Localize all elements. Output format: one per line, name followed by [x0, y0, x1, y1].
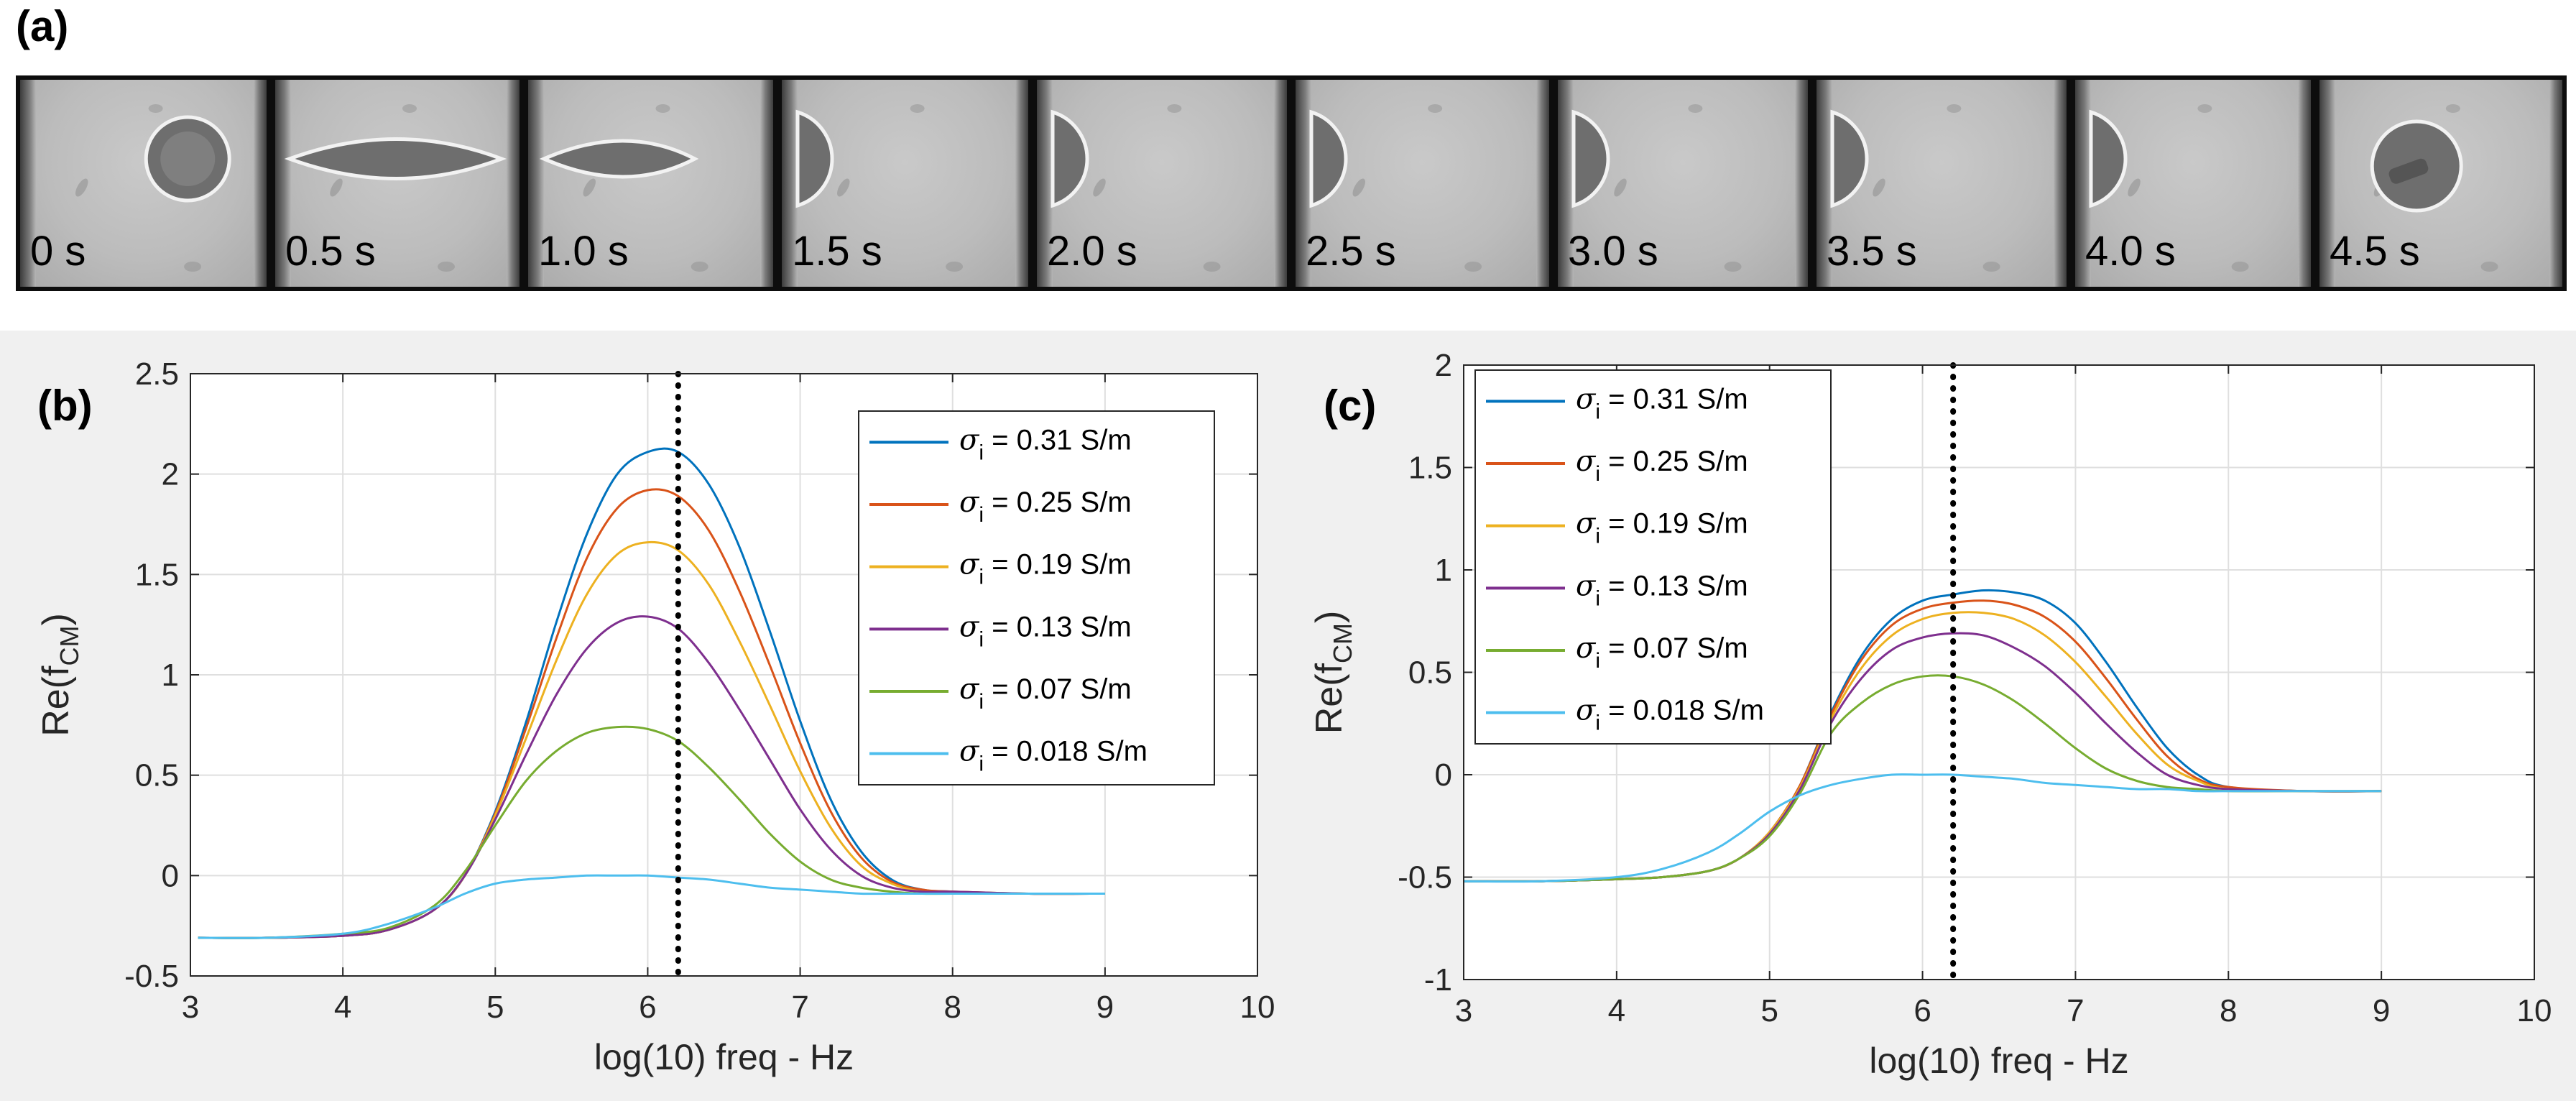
legend-entry: σi = 0.19 S/m — [959, 548, 1132, 589]
panel-label: (b) — [37, 382, 93, 430]
time-frame: 4.5 s — [2319, 80, 2562, 287]
cell-image — [795, 104, 964, 272]
y-axis-label: Re(fCM) — [1308, 611, 1357, 734]
y-tick-label: -0.5 — [124, 959, 179, 994]
x-tick-label: 9 — [2373, 993, 2390, 1028]
series-line — [1463, 674, 2382, 883]
y-tick-label: 0 — [162, 858, 179, 893]
x-tick-label: 8 — [2220, 993, 2237, 1028]
time-frame: 2.5 s — [1296, 80, 1549, 287]
chart-c: (c) 3 4 5 6 7 8 9 10 -1 -0.5 0 0.5 1 1.5 2 log(10) freq … — [1308, 348, 2552, 1081]
legend: σi = 0.31 S/m σi = 0.25 S/m σi = 0.19 S/m σ… — [858, 410, 1215, 786]
y-tick-label: 2 — [162, 457, 179, 492]
cell-image — [75, 104, 231, 272]
y-axis-label: Re(fCM) — [35, 613, 84, 737]
legend: σi = 0.31 S/m σi = 0.25 S/m σi = 0.19 S/m σ… — [1474, 369, 1832, 745]
legend-entry: σi = 0.13 S/m — [1576, 569, 1748, 610]
y-tick-label: 0.5 — [135, 758, 179, 793]
legend-entry: σi = 0.018 S/m — [959, 735, 1148, 776]
y-tick-label: 1.5 — [1408, 451, 1452, 486]
frame-time-label: 4.5 s — [2330, 228, 2420, 275]
x-tick-label: 4 — [334, 990, 351, 1025]
cell-image — [1309, 104, 1482, 272]
x-tick-label: 8 — [943, 990, 961, 1025]
time-lapse-strip: 0 s 0.5 s 1.0 s 1.5 s 2.0 s 2.5 s 3.0 s 3.5 s 4.… — [16, 75, 2567, 291]
y-tick-label: 2.5 — [135, 356, 179, 392]
y-tick-label: 1 — [162, 658, 179, 693]
x-tick-label: 6 — [1913, 993, 1931, 1028]
cell-image — [2370, 104, 2498, 272]
legend-box — [1474, 369, 1832, 745]
x-tick-label: 5 — [486, 990, 504, 1025]
time-frame: 3.5 s — [1816, 80, 2067, 287]
y-tick-label: 1 — [1435, 553, 1452, 588]
frame-time-label: 3.0 s — [1568, 228, 1658, 275]
legend-entry: σi = 0.31 S/m — [959, 423, 1132, 464]
y-tick-label: -1 — [1424, 962, 1452, 998]
cell-image — [539, 104, 708, 272]
x-tick-label: 3 — [182, 990, 199, 1025]
time-frame: 0 s — [20, 80, 267, 287]
x-tick-label: 10 — [1240, 990, 1275, 1025]
legend-entry: σi = 0.07 S/m — [1576, 632, 1748, 673]
x-axis-label: log(10) freq - Hz — [594, 1037, 854, 1077]
series-line — [1463, 773, 2382, 883]
x-tick-label: 4 — [1608, 993, 1625, 1028]
legend-entry: σi = 0.19 S/m — [1576, 507, 1748, 548]
frame-time-label: 2.0 s — [1047, 228, 1137, 275]
frame-time-label: 1.5 s — [792, 228, 882, 275]
frame-time-label: 1.0 s — [538, 228, 629, 275]
y-tick-label: 0 — [1435, 757, 1452, 793]
legend-entry: σi = 0.25 S/m — [959, 486, 1132, 527]
legend-entry: σi = 0.018 S/m — [1576, 694, 1764, 735]
y-tick-label: 0.5 — [1408, 655, 1452, 691]
y-tick-label: -0.5 — [1398, 860, 1452, 895]
cell-image — [1571, 104, 1742, 272]
legend-entry: σi = 0.13 S/m — [959, 610, 1132, 651]
x-tick-label: 7 — [2067, 993, 2084, 1028]
time-frame: 1.5 s — [782, 80, 1028, 287]
x-tick-label: 7 — [791, 990, 808, 1025]
legend-entry: σi = 0.25 S/m — [1576, 445, 1748, 486]
series-line — [198, 615, 1105, 939]
x-tick-label: 3 — [1455, 993, 1472, 1028]
series-line — [198, 874, 1105, 939]
x-tick-label: 10 — [2517, 993, 2552, 1028]
time-frame: 4.0 s — [2075, 80, 2311, 287]
legend-box — [858, 410, 1215, 786]
frame-time-label: 4.0 s — [2085, 228, 2176, 275]
legend-entry: σi = 0.07 S/m — [959, 673, 1132, 714]
time-frame: 2.0 s — [1037, 80, 1287, 287]
cell-image — [284, 104, 507, 272]
panel-label: (c) — [1324, 382, 1376, 430]
cell-image — [2089, 104, 2249, 272]
x-tick-label: 5 — [1760, 993, 1778, 1028]
time-frame: 1.0 s — [528, 80, 773, 287]
y-tick-label: 1.5 — [135, 557, 179, 592]
y-tick-label: 2 — [1435, 348, 1452, 383]
frame-time-label: 2.5 s — [1306, 228, 1396, 275]
x-axis-label: log(10) freq - Hz — [1869, 1041, 2128, 1081]
frame-time-label: 3.5 s — [1827, 228, 1917, 275]
frame-time-label: 0.5 s — [285, 228, 376, 275]
panel-label-a: (a) — [16, 2, 69, 50]
x-tick-label: 6 — [639, 990, 656, 1025]
time-frame: 0.5 s — [275, 80, 520, 287]
cell-image — [1051, 104, 1221, 272]
frame-time-label: 0 s — [30, 228, 86, 275]
chart-b: (b) 3 4 5 6 7 8 9 10 -0.5 0 0.5 1 1.5 2 2.5 log(10) freq… — [35, 356, 1275, 1077]
x-tick-label: 9 — [1097, 990, 1114, 1025]
time-frame: 3.0 s — [1558, 80, 1808, 287]
legend-entry: σi = 0.31 S/m — [1576, 382, 1748, 423]
cell-image — [1830, 104, 2000, 272]
